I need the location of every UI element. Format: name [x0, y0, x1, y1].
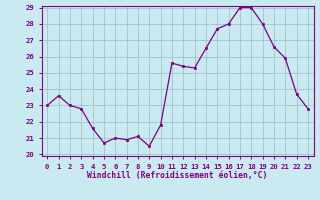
X-axis label: Windchill (Refroidissement éolien,°C): Windchill (Refroidissement éolien,°C): [87, 171, 268, 180]
